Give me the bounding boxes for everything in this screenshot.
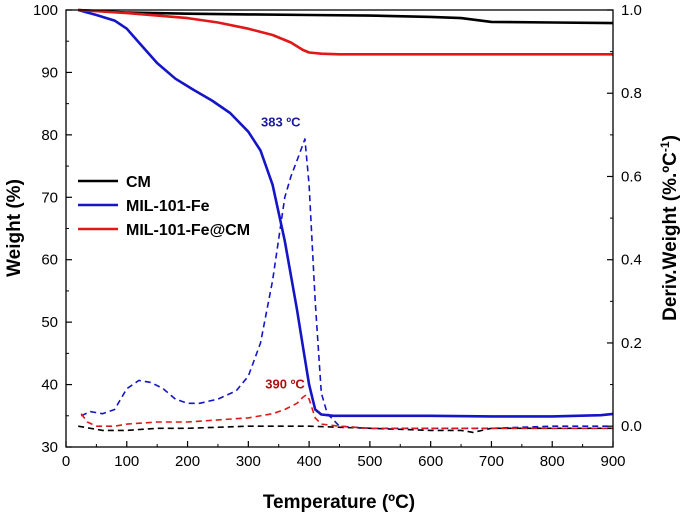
peak-annotation: 383 ºC xyxy=(261,115,301,130)
y-left-tick-label: 30 xyxy=(41,439,58,456)
series-layer xyxy=(77,8,614,434)
x-tick-label: 300 xyxy=(236,453,261,470)
derivative-line-mil-101-fe xyxy=(80,138,613,430)
annotations: 383 ºC 390 ºC xyxy=(261,115,305,392)
x-tick-label: 800 xyxy=(540,453,565,470)
x-tick-label: 100 xyxy=(114,453,139,470)
legend-label: CM xyxy=(126,174,151,191)
y-right-tick-label: 1.0 xyxy=(621,2,642,19)
y-left-tick-label: 50 xyxy=(41,314,58,331)
tick-layer: 0 100 200 300 400 500 600 700 800 900 30 40 50 60 70 80… xyxy=(33,2,642,470)
weight-line-mil-101-fe xyxy=(77,8,614,418)
derivative-line-mil-101-fe-cm xyxy=(80,394,613,430)
y-right-tick-label: 0.8 xyxy=(621,85,642,102)
y-right-tick-label: 0.4 xyxy=(621,252,642,269)
y-right-tick-label: 0.0 xyxy=(621,418,642,435)
y-axis-right-title-sup: -1 xyxy=(658,141,672,152)
x-tick-label: 200 xyxy=(175,453,200,470)
y-left-tick-label: 80 xyxy=(41,127,58,144)
y-axis-right-title-close: ) xyxy=(660,135,681,141)
x-tick-label: 500 xyxy=(357,453,382,470)
x-tick-label: 700 xyxy=(479,453,504,470)
y-axis-right-title: Deriv.Weight (%.ºC-1) xyxy=(658,135,681,321)
weight-line-cm xyxy=(78,8,614,25)
x-tick-label: 400 xyxy=(297,453,322,470)
peak-annotation: 390 ºC xyxy=(265,377,305,392)
y-left-tick-label: 100 xyxy=(33,2,58,19)
y-right-tick-label: 0.6 xyxy=(621,168,642,185)
x-tick-label: 0 xyxy=(62,453,70,470)
x-axis-title: Temperature (ºC) xyxy=(263,492,415,513)
legend-label: MIL-101-Fe@CM xyxy=(126,222,250,239)
x-tick-label: 900 xyxy=(600,453,625,470)
legend: CM MIL-101-Fe MIL-101-Fe@CM xyxy=(78,174,250,239)
legend-label: MIL-101-Fe xyxy=(126,198,210,215)
weight-line-mil-101-fe-cm xyxy=(78,8,613,56)
y-axis-right-title-main: Deriv.Weight (%.ºC xyxy=(660,152,681,321)
y-left-tick-label: 90 xyxy=(41,64,58,81)
derivative-line-cm xyxy=(78,425,613,434)
y-left-tick-label: 60 xyxy=(41,252,58,269)
plot-frame xyxy=(65,9,614,448)
y-right-tick-label: 0.2 xyxy=(621,335,642,352)
x-tick-label: 600 xyxy=(418,453,443,470)
y-left-tick-label: 40 xyxy=(41,377,58,394)
y-axis-left-title: Weight (%) xyxy=(4,179,25,277)
y-left-tick-label: 70 xyxy=(41,189,58,206)
